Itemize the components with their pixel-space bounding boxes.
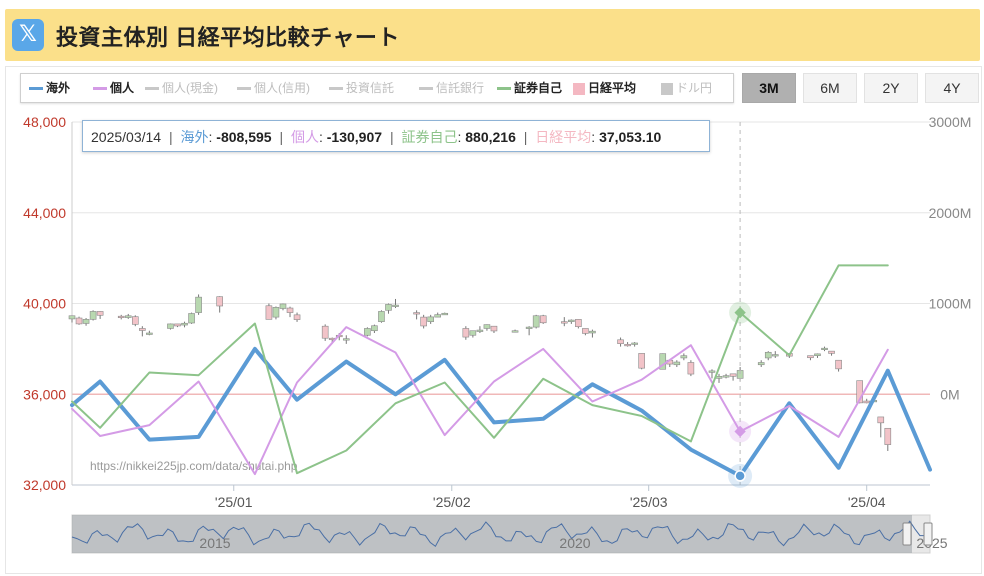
legend-label: 投資信託 [346, 81, 395, 95]
legend-line-icon [145, 87, 159, 91]
page-title: 投資主体別 日経平均比較チャート [56, 25, 400, 50]
range-button-3m[interactable]: 3M [742, 73, 796, 103]
tooltip-name-individual: 個人 [290, 129, 319, 145]
legend-line-icon [237, 87, 251, 91]
legend-label: 海外 [46, 81, 71, 95]
tooltip-name-securities: 証券自己 [401, 129, 458, 145]
header: 𝕏 投資主体別 日経平均比較チャート [0, 0, 984, 66]
chart-tooltip: 2025/03/14 | 海外: -808,595 | 個人: -130,907… [82, 120, 710, 152]
legend-line-icon [497, 87, 511, 91]
legend-line-icon [329, 87, 343, 91]
chart-legend: 海外 個人 個人(現金) 個人(信用) 投資信託 信託銀行 証券自己 日経平均 ドル円 [20, 73, 734, 103]
legend-item-0[interactable]: 海外 [29, 74, 70, 102]
legend-label: 個人 [110, 81, 135, 95]
legend-item-1[interactable]: 個人 [93, 74, 134, 102]
legend-item-7[interactable]: 日経平均 [573, 74, 636, 102]
legend-item-5[interactable]: 信託銀行 [419, 74, 484, 102]
legend-label: 個人(信用) [254, 81, 310, 95]
legend-line-icon [29, 87, 43, 91]
legend-label: 信託銀行 [436, 81, 485, 95]
legend-label: 日経平均 [588, 81, 637, 95]
legend-label: 個人(現金) [162, 81, 218, 95]
tooltip-value-securities: 880,216 [465, 129, 516, 145]
range-button-4y[interactable]: 4Y [925, 73, 979, 103]
legend-box-icon [661, 82, 673, 95]
legend-line-icon [93, 87, 107, 91]
legend-item-6[interactable]: 証券自己 [497, 74, 562, 102]
tooltip-value-individual: -130,907 [326, 129, 383, 145]
tooltip-name-overseas: 海外 [180, 129, 209, 145]
x-logo-icon[interactable]: 𝕏 [12, 19, 44, 51]
range-button-2y[interactable]: 2Y [864, 73, 918, 103]
header-bar [5, 9, 980, 61]
tooltip-value-overseas: -808,595 [216, 129, 272, 145]
tooltip-value-nikkei: 37,053.10 [599, 129, 662, 145]
legend-label: 証券自己 [514, 81, 563, 95]
legend-item-4[interactable]: 投資信託 [329, 74, 394, 102]
legend-item-2[interactable]: 個人(現金) [145, 74, 218, 102]
legend-item-3[interactable]: 個人(信用) [237, 74, 310, 102]
legend-box-icon [573, 82, 585, 95]
legend-line-icon [419, 87, 433, 91]
legend-item-8[interactable]: ドル円 [661, 74, 712, 102]
range-button-6m[interactable]: 6M [803, 73, 857, 103]
tooltip-date: 2025/03/14 [91, 129, 162, 145]
tooltip-name-nikkei: 日経平均 [535, 129, 592, 145]
legend-label: ドル円 [676, 81, 713, 95]
